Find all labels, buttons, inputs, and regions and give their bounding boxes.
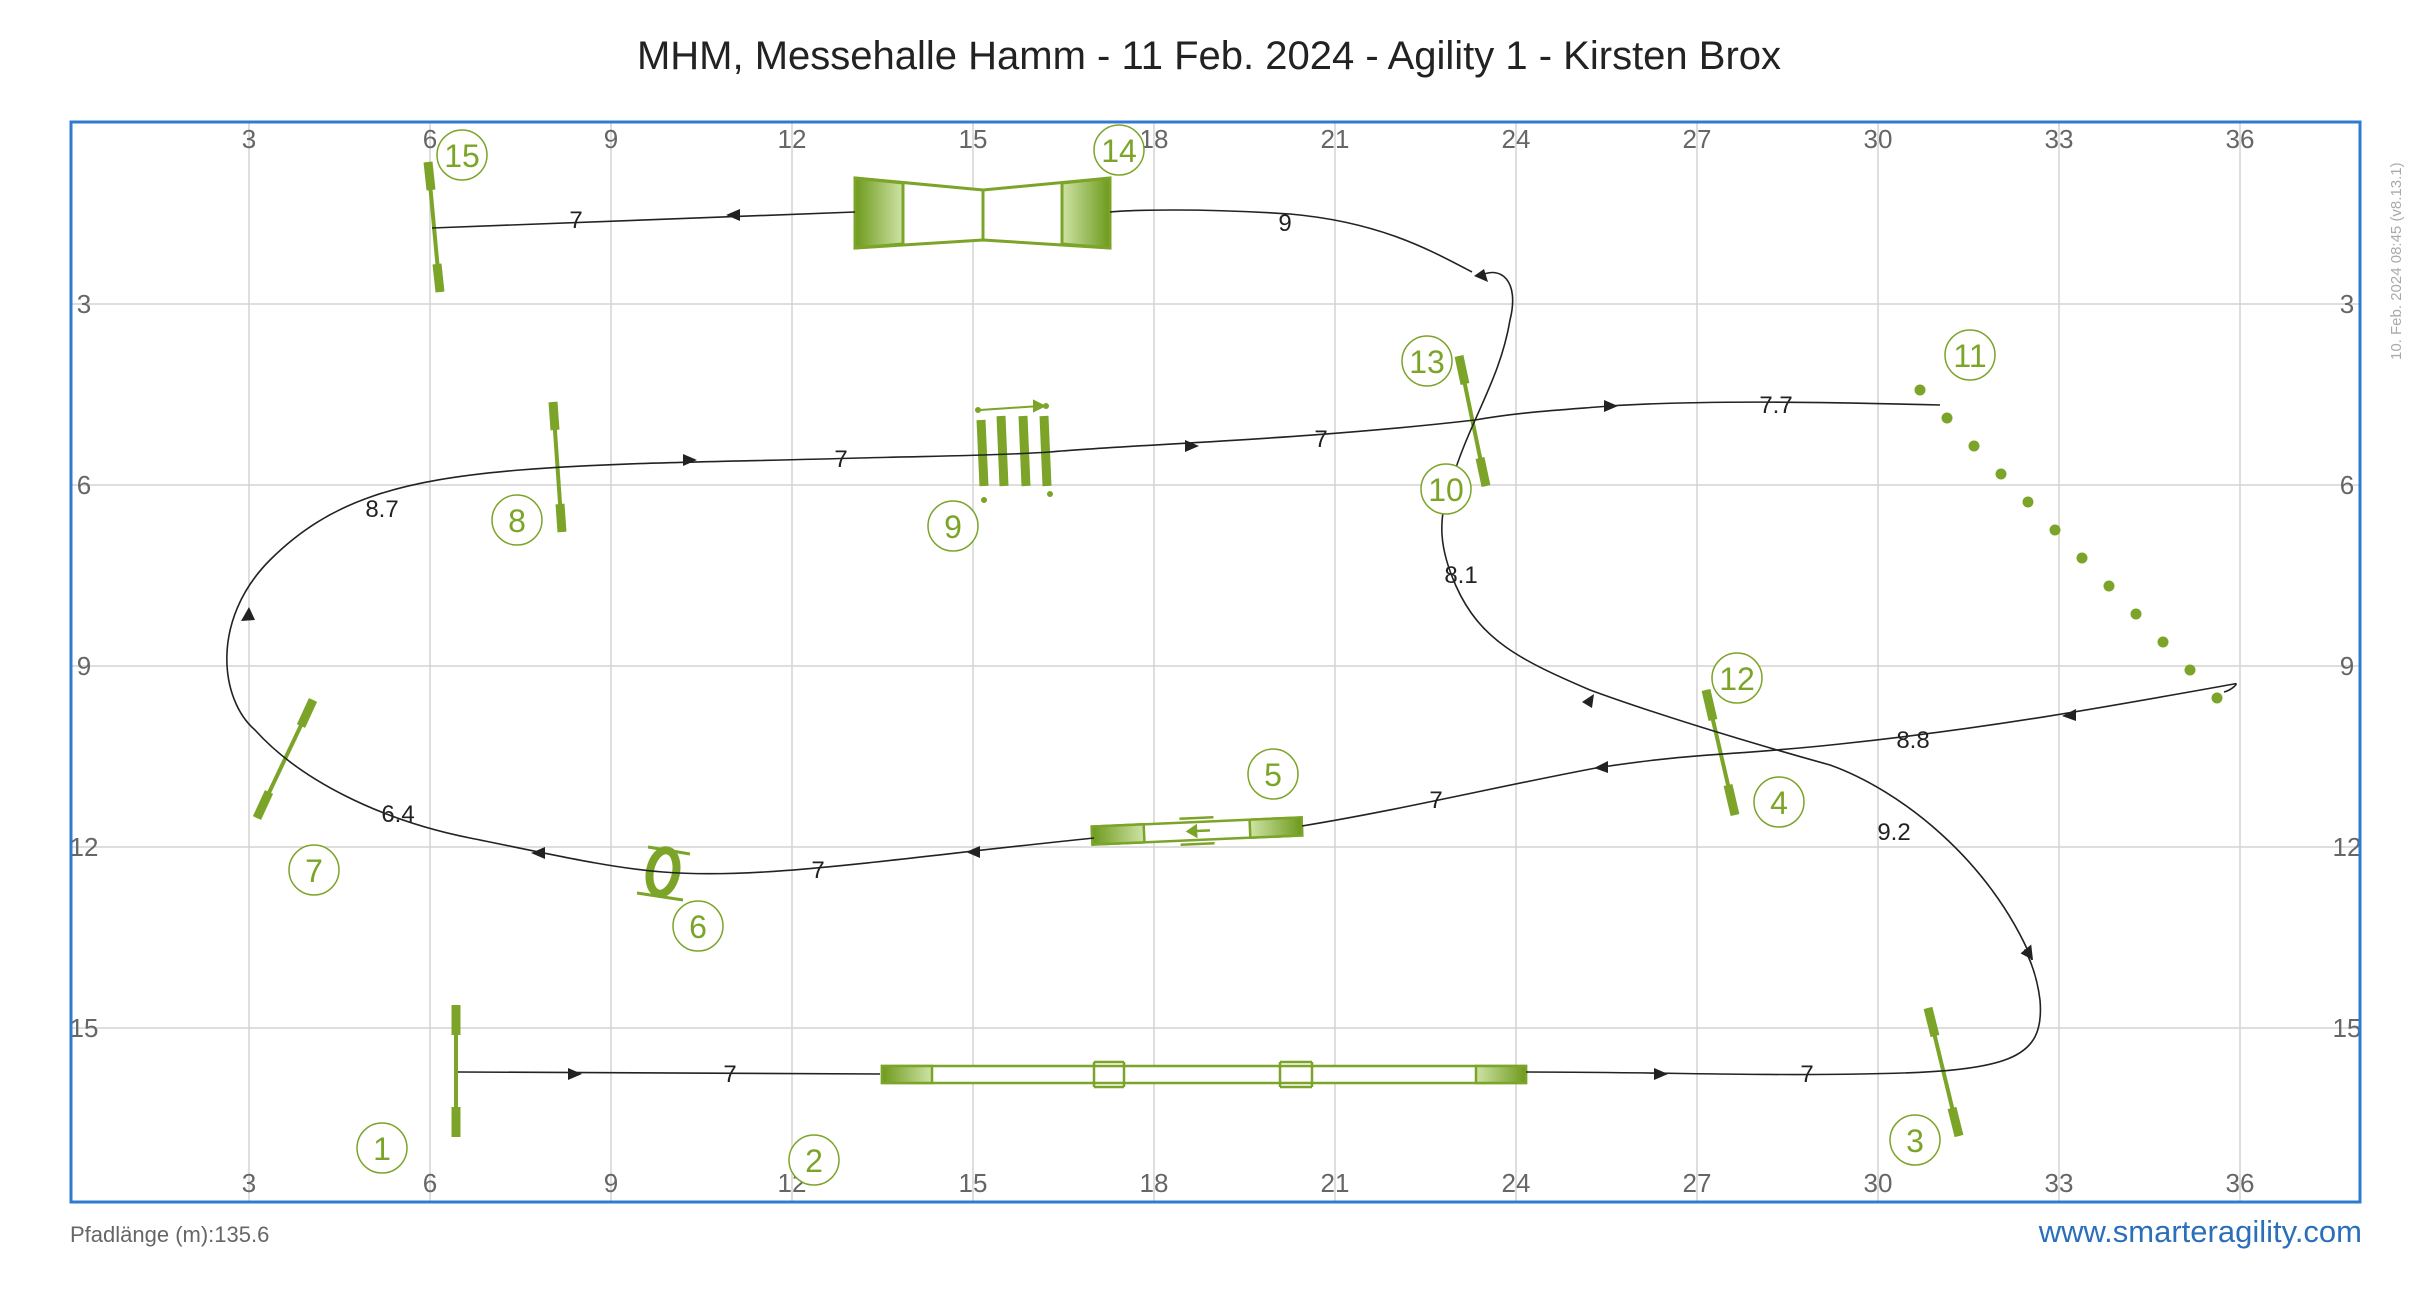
svg-text:5: 5: [1264, 757, 1282, 793]
jump-4: [1701, 688, 1740, 817]
y-tick-label: 15: [2333, 1013, 2362, 1043]
grid-lines: [71, 122, 2360, 1202]
segment-label-15: 7: [569, 207, 582, 234]
x-tick-label: 9: [604, 1168, 618, 1198]
obstacle-number-4: 4: [1753, 776, 1805, 828]
segment-label-9: 7: [834, 446, 847, 473]
svg-text:11: 11: [1953, 338, 1986, 374]
path-length: Pfadlänge (m):135.6: [70, 1222, 270, 1247]
segment-label-13: 9.2: [1877, 819, 1910, 846]
svg-text:3: 3: [1906, 1123, 1924, 1159]
y-tick-label: 12: [2333, 832, 2362, 862]
course-frame: [69, 120, 2362, 1204]
y-tick-label: 9: [2340, 651, 2354, 681]
obstacle-number-6: 6: [672, 900, 724, 952]
x-tick-label: 24: [1502, 124, 1531, 154]
tyre-6: [636, 845, 691, 902]
svg-text:9: 9: [944, 509, 962, 545]
x-tick-label: 3: [242, 1168, 256, 1198]
obstacle-number-2: 2: [788, 1134, 840, 1186]
segment-label-7: 6.4: [381, 801, 414, 828]
x-tick-label: 12: [778, 124, 807, 154]
x-tick-label: 27: [1683, 124, 1712, 154]
x-tick-label: 36: [2226, 124, 2255, 154]
x-tick-label: 18: [1140, 1168, 1169, 1198]
segment-label-8: 8.7: [365, 496, 398, 523]
obstacle-number-15: 15: [436, 129, 488, 181]
obstacle-number-3: 3: [1889, 1114, 1941, 1166]
obstacle-number-14: 14: [1093, 124, 1145, 176]
jump-3: [1923, 1006, 1964, 1138]
x-tick-label: 30: [1864, 1168, 1893, 1198]
y-tick-label: 3: [2340, 289, 2354, 319]
x-tick-label: 15: [959, 1168, 988, 1198]
y-tick-label: 6: [2340, 470, 2354, 500]
segment-label-11: 7.7: [1759, 392, 1792, 419]
tunnel-11: [1914, 384, 2223, 704]
dogwalk-2: [880, 1060, 1528, 1089]
segment-label-6: 7: [811, 857, 824, 884]
weave-9: [976, 415, 1052, 487]
website-link[interactable]: www.smarteragility.com: [2038, 1214, 2362, 1249]
y-tick-label: 9: [77, 651, 91, 681]
svg-text:1: 1: [373, 1131, 391, 1167]
x-tick-label: 15: [959, 124, 988, 154]
x-tick-label: 27: [1683, 1168, 1712, 1198]
segment-label-14: 9: [1278, 210, 1291, 237]
path-arrows: [241, 209, 2076, 1080]
timestamp: 10. Feb. 2024 08:45 (v8.13.1): [2388, 162, 2405, 360]
segment-label-2: 7: [1800, 1061, 1813, 1088]
x-tick-label: 33: [2045, 124, 2074, 154]
segment-label-10: 7: [1314, 426, 1327, 453]
svg-text:10: 10: [1428, 472, 1464, 508]
x-tick-label: 24: [1502, 1168, 1531, 1198]
obstacle-number-10: 10: [1420, 463, 1472, 515]
dog-path: [226, 209, 2237, 1076]
course-title: MHM, Messehalle Hamm - 11 Feb. 2024 - Ag…: [636, 34, 1782, 78]
y-tick-label: 12: [70, 832, 99, 862]
seesaw-5: [1090, 816, 1304, 846]
obstacle-number-11: 11: [1944, 329, 1996, 381]
aframe-14: [853, 176, 1112, 250]
x-tick-label: 33: [2045, 1168, 2074, 1198]
x-tick-label: 21: [1321, 124, 1350, 154]
segment-label-1: 7: [723, 1061, 736, 1088]
x-tick-label: 6: [423, 124, 437, 154]
axis-ticks: 3366991212151518182121242427273030333336…: [70, 124, 2362, 1198]
weave-9-arrow: [979, 399, 1047, 413]
obstacle-number-9: 9: [927, 500, 979, 552]
obstacle-number-12: 12: [1711, 652, 1763, 704]
y-tick-label: 6: [77, 470, 91, 500]
obstacle-number-5: 5: [1247, 748, 1299, 800]
svg-text:6: 6: [689, 909, 707, 945]
svg-text:15: 15: [444, 138, 480, 174]
obstacle-number-1: 1: [356, 1122, 408, 1174]
svg-text:4: 4: [1770, 785, 1788, 821]
obstacle-number-8: 8: [491, 494, 543, 546]
x-tick-label: 21: [1321, 1168, 1350, 1198]
svg-text:7: 7: [305, 853, 323, 889]
x-tick-label: 30: [1864, 124, 1893, 154]
segment-label-12: 8.1: [1444, 562, 1477, 589]
y-tick-label: 15: [70, 1013, 99, 1043]
weave-9-dots: [975, 403, 1053, 503]
obstacle-number-13: 13: [1401, 335, 1453, 387]
svg-text:2: 2: [805, 1143, 823, 1179]
svg-text:12: 12: [1719, 661, 1755, 697]
x-tick-label: 9: [604, 124, 618, 154]
svg-text:13: 13: [1409, 344, 1445, 380]
y-tick-label: 3: [77, 289, 91, 319]
x-tick-label: 6: [423, 1168, 437, 1198]
obstacle-number-7: 7: [288, 844, 340, 896]
x-tick-label: 3: [242, 124, 256, 154]
jump-15: [423, 161, 445, 293]
svg-text:14: 14: [1101, 133, 1137, 169]
x-tick-label: 36: [2226, 1168, 2255, 1198]
segment-label-3: 7: [1429, 787, 1442, 814]
segment-label-4: 8.8: [1896, 727, 1929, 754]
svg-text:8: 8: [508, 503, 526, 539]
